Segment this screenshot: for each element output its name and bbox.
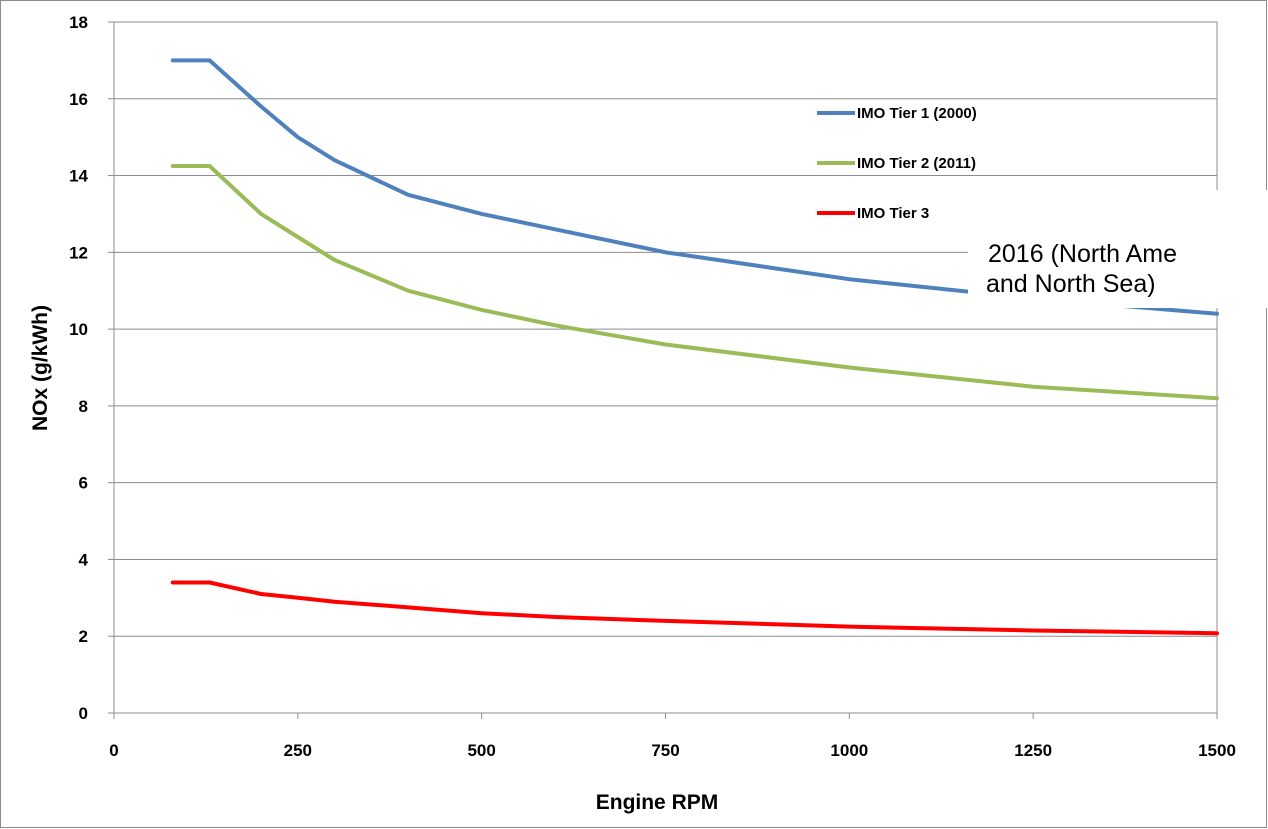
y-tick-label-0: 0 [79, 704, 88, 723]
series-line-3 [170, 580, 1219, 636]
annotation-background [968, 190, 1268, 308]
annotation-box: 2016 (North Ame and North Sea) [968, 190, 1268, 308]
y-tick-label-5: 10 [69, 320, 88, 339]
y-tick-label-4: 8 [79, 397, 88, 416]
axes [108, 21, 1218, 719]
x-tick-label-6: 1500 [1198, 741, 1236, 760]
y-tick-label-1: 2 [79, 627, 88, 646]
x-tick-label-2: 500 [467, 741, 495, 760]
y-tick-label-8: 16 [69, 90, 88, 109]
y-tick-label-7: 14 [69, 167, 88, 186]
series-line-2 [170, 164, 1219, 401]
y-tick-label-2: 4 [79, 550, 89, 569]
legend-label-1: IMO Tier 1 (2000) [857, 105, 977, 122]
x-tick-label-0: 0 [109, 741, 118, 760]
x-tick-label-3: 750 [651, 741, 679, 760]
x-tick-label-4: 1000 [830, 741, 868, 760]
y-tick-label-3: 6 [79, 474, 88, 493]
legend-label-2: IMO Tier 2 (2011) [857, 155, 976, 172]
legend-label-3: IMO Tier 3 [857, 205, 929, 222]
series-lines [170, 58, 1219, 636]
y-tick-label-6: 12 [69, 243, 88, 262]
y-tick-label-9: 18 [69, 13, 88, 32]
x-tick-label-5: 1250 [1014, 741, 1052, 760]
annotation-line-1: 2016 (North Ame [988, 240, 1177, 268]
x-axis-title: Engine RPM [596, 791, 719, 814]
y-axis-title: NOx (g/kWh) [29, 305, 52, 431]
x-tick-label-1: 250 [284, 741, 312, 760]
tick-labels: 0 2 4 6 8 10 12 14 16 18 0 250 500 750 1000 1250 1500 [69, 13, 1236, 760]
series-line-1 [170, 58, 1219, 316]
annotation-line-2: and North Sea) [986, 270, 1156, 298]
legend: IMO Tier 1 (2000) IMO Tier 2 (2011) IMO Ti… [817, 105, 977, 222]
